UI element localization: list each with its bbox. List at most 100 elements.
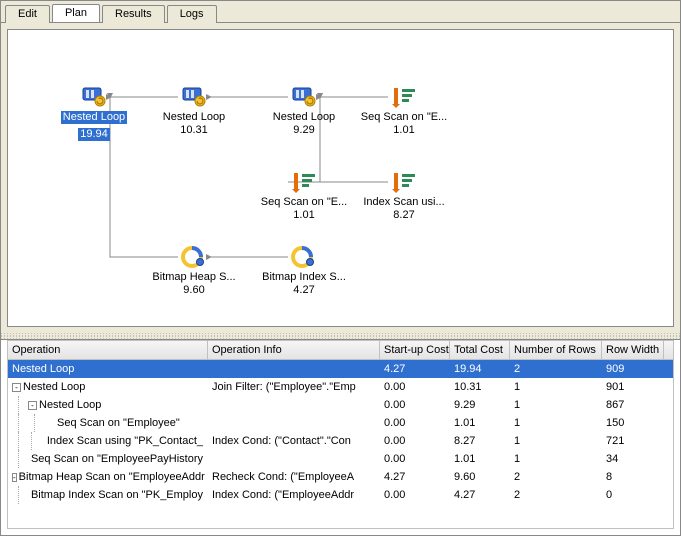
plan-table-panel: Operation Operation Info Start-up Cost T… <box>1 339 680 535</box>
cell-startup-cost: 0.00 <box>380 399 450 411</box>
cell-startup-cost: 0.00 <box>380 417 450 429</box>
cell-operation: Nested Loop <box>23 381 85 393</box>
cell-total-cost: 9.60 <box>450 471 510 483</box>
cell-operation-info: Recheck Cond: ("EmployeeA <box>208 471 380 483</box>
col-row-width[interactable]: Row Width <box>602 341 664 359</box>
node-cost: 9.60 <box>148 284 240 297</box>
plan-node[interactable]: Index Scan usi...8.27 <box>358 170 450 222</box>
cell-row-width: 909 <box>602 363 664 375</box>
cell-num-rows: 1 <box>510 399 602 411</box>
cell-operation-info: Index Cond: ("Contact"."Con <box>208 435 380 447</box>
cell-num-rows: 2 <box>510 363 602 375</box>
tab-logs[interactable]: Logs <box>167 5 217 23</box>
cell-total-cost: 1.01 <box>450 417 510 429</box>
tab-plan[interactable]: Plan <box>52 4 100 22</box>
cell-operation-info: Join Filter: ("Employee"."Emp <box>208 381 380 393</box>
cell-operation: Nested Loop <box>39 399 101 411</box>
node-label: Nested Loop <box>148 111 240 124</box>
table-row[interactable]: Nested Loop 4.2719.942909 <box>8 360 673 378</box>
node-cost: 8.27 <box>358 209 450 222</box>
cell-row-width: 721 <box>602 435 664 447</box>
node-label: Seq Scan on "E... <box>358 111 450 124</box>
plan-node[interactable]: Seq Scan on "E...1.01 <box>258 170 350 222</box>
node-cost: 4.27 <box>258 284 350 297</box>
node-cost: 19.94 <box>78 128 110 141</box>
col-operation-info[interactable]: Operation Info <box>208 341 380 359</box>
cell-operation: Nested Loop <box>12 363 74 375</box>
node-cost: 10.31 <box>148 124 240 137</box>
cell-startup-cost: 4.27 <box>380 363 450 375</box>
node-label: Bitmap Index S... <box>258 271 350 284</box>
cell-row-width: 867 <box>602 399 664 411</box>
cell-num-rows: 1 <box>510 417 602 429</box>
cell-num-rows: 1 <box>510 381 602 393</box>
scan-icon <box>390 85 418 109</box>
cell-total-cost: 19.94 <box>450 363 510 375</box>
cell-total-cost: 10.31 <box>450 381 510 393</box>
cell-num-rows: 1 <box>510 453 602 465</box>
plan-node[interactable]: Nested Loop10.31 <box>148 85 240 137</box>
table-header: Operation Operation Info Start-up Cost T… <box>7 340 674 360</box>
tab-edit[interactable]: Edit <box>5 5 50 23</box>
col-num-rows[interactable]: Number of Rows <box>510 341 602 359</box>
plan-node[interactable]: Bitmap Heap S...9.60 <box>148 245 240 297</box>
cell-operation-info: Index Cond: ("EmployeeAddr <box>208 489 380 501</box>
cell-operation: Bitmap Heap Scan on "EmployeeAddr <box>19 471 205 483</box>
scan-icon <box>290 170 318 194</box>
node-cost: 9.29 <box>258 124 350 137</box>
scan-icon <box>390 170 418 194</box>
cell-row-width: 150 <box>602 417 664 429</box>
node-label: Nested Loop <box>61 111 127 124</box>
cell-total-cost: 8.27 <box>450 435 510 447</box>
nested-loop-icon <box>290 85 318 109</box>
table-body[interactable]: Nested Loop4.2719.942909-Nested LoopJoin… <box>7 360 674 529</box>
cell-num-rows: 2 <box>510 471 602 483</box>
cell-total-cost: 4.27 <box>450 489 510 501</box>
cell-num-rows: 1 <box>510 435 602 447</box>
plan-diagram[interactable]: Nested Loop19.94Nested Loop10.31Nested L… <box>7 29 674 327</box>
table-row[interactable]: Seq Scan on "EmployeePayHistory 0.001.011… <box>8 450 673 468</box>
cell-operation: Seq Scan on "EmployeePayHistory <box>31 453 203 465</box>
tab-results[interactable]: Results <box>102 5 165 23</box>
table-row[interactable]: Seq Scan on "Employee"0.001.011150 <box>8 414 673 432</box>
plan-diagram-panel: Nested Loop19.94Nested Loop10.31Nested L… <box>1 23 680 333</box>
cell-total-cost: 9.29 <box>450 399 510 411</box>
col-operation[interactable]: Operation <box>8 341 208 359</box>
cell-row-width: 8 <box>602 471 664 483</box>
plan-node[interactable]: Seq Scan on "E...1.01 <box>358 85 450 137</box>
cell-row-width: 901 <box>602 381 664 393</box>
col-total-cost[interactable]: Total Cost <box>450 341 510 359</box>
table-row[interactable]: Index Scan using "PK_Contact_ Index Cond:… <box>8 432 673 450</box>
cell-num-rows: 2 <box>510 489 602 501</box>
tree-toggle[interactable]: - <box>12 473 17 482</box>
node-label: Seq Scan on "E... <box>258 196 350 209</box>
cell-operation: Index Scan using "PK_Contact_ <box>47 435 203 447</box>
tab-bar: Edit Plan Results Logs <box>1 1 680 23</box>
bitmap-icon <box>290 245 318 269</box>
plan-node[interactable]: Bitmap Index S...4.27 <box>258 245 350 297</box>
tree-toggle[interactable]: - <box>12 383 21 392</box>
node-cost: 1.01 <box>258 209 350 222</box>
node-label: Nested Loop <box>258 111 350 124</box>
cell-startup-cost: 0.00 <box>380 381 450 393</box>
tree-toggle[interactable]: - <box>28 401 37 410</box>
nested-loop-icon <box>180 85 208 109</box>
cell-total-cost: 1.01 <box>450 453 510 465</box>
table-row[interactable]: -Nested Loop 0.009.291867 <box>8 396 673 414</box>
node-cost: 1.01 <box>358 124 450 137</box>
plan-node[interactable]: Nested Loop 19.94 <box>48 85 140 141</box>
cell-startup-cost: 0.00 <box>380 489 450 501</box>
table-row[interactable]: -Bitmap Heap Scan on "EmployeeAddrRechec… <box>8 468 673 486</box>
cell-row-width: 0 <box>602 489 664 501</box>
cell-startup-cost: 4.27 <box>380 471 450 483</box>
col-startup-cost[interactable]: Start-up Cost <box>380 341 450 359</box>
table-row[interactable]: -Nested Loop Join Filter: ("Employee"."Em… <box>8 378 673 396</box>
nested-loop-icon <box>80 85 108 109</box>
node-label: Bitmap Heap S... <box>148 271 240 284</box>
cell-row-width: 34 <box>602 453 664 465</box>
plan-node[interactable]: Nested Loop9.29 <box>258 85 350 137</box>
table-row[interactable]: Bitmap Index Scan on "PK_Employ Index Con… <box>8 486 673 504</box>
cell-startup-cost: 0.00 <box>380 453 450 465</box>
cell-operation: Bitmap Index Scan on "PK_Employ <box>31 489 203 501</box>
node-label: Index Scan usi... <box>358 196 450 209</box>
